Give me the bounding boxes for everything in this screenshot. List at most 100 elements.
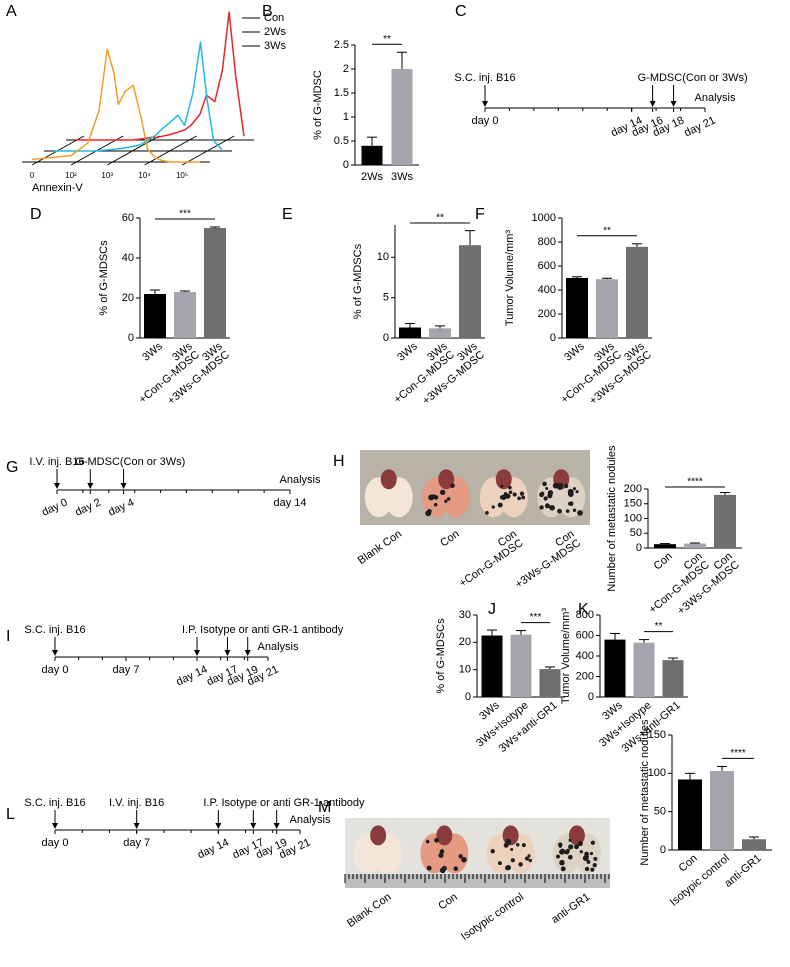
y-tick-label: 1.5 <box>334 87 349 99</box>
y-tick-label: 150 <box>648 729 666 741</box>
nodule <box>589 851 594 856</box>
nodule <box>512 492 517 497</box>
nodule <box>567 854 573 860</box>
nodule <box>439 849 445 854</box>
nodule <box>557 508 562 514</box>
nodule <box>425 510 432 517</box>
nodule <box>499 495 504 500</box>
x-tick-label: 10³ <box>101 171 113 180</box>
nodule <box>593 856 598 861</box>
nodule <box>568 501 572 506</box>
x-tick-label-group: 3Ws+Con-G-MDSC <box>559 340 624 406</box>
arrow-head <box>215 823 222 829</box>
panel-label: F <box>475 206 485 223</box>
nodule <box>521 495 526 500</box>
legend-label: Con <box>264 12 284 24</box>
event-label: I.P. Isotype or anti GR-1 antibody <box>182 624 344 636</box>
nodule <box>431 494 437 499</box>
arrow-head <box>52 823 58 829</box>
nodule <box>586 860 591 864</box>
arrow-head <box>649 101 656 107</box>
panel-label: D <box>30 206 42 223</box>
bar <box>566 278 588 338</box>
photo-label: anti-GR1 <box>549 891 592 926</box>
nodule <box>521 843 526 848</box>
nodule <box>426 865 432 871</box>
nodule <box>577 841 583 847</box>
end-label: Analysis <box>290 814 331 826</box>
nodule <box>558 483 563 488</box>
x-tick-label: 2Ws <box>361 171 384 183</box>
x-tick-label: 10⁴ <box>138 171 151 180</box>
nodule <box>450 483 455 488</box>
nodule <box>528 858 532 863</box>
bar <box>633 642 655 697</box>
arrow-head <box>133 823 140 829</box>
x-tick-label: 10⁵ <box>176 171 188 180</box>
nodule <box>572 508 577 512</box>
heart <box>495 469 512 490</box>
event-label: I.P. Isotype or anti GR-1 antibody <box>203 797 365 809</box>
y-tick-label: 400 <box>576 650 594 662</box>
significance-label: ** <box>603 225 611 236</box>
nodule <box>574 844 580 850</box>
photo-label-group: Con <box>438 528 461 549</box>
nodule <box>515 842 520 847</box>
heart <box>370 825 387 846</box>
nodule <box>539 505 544 510</box>
panel-label: B <box>262 3 273 20</box>
event-label: S.C. inj. B16 <box>454 72 515 84</box>
nodule <box>544 503 550 509</box>
y-tick-label: 10 <box>377 251 389 263</box>
bar <box>361 145 383 165</box>
photo-label-group: Blank Con <box>345 891 393 930</box>
y-axis-label: % of G-MDSC <box>312 70 324 140</box>
bar <box>174 292 196 338</box>
heart <box>568 825 585 846</box>
y-tick-label: 400 <box>538 284 556 296</box>
heart <box>438 469 455 490</box>
y-tick-label: 50 <box>654 806 666 818</box>
nodule <box>590 867 595 872</box>
nodule <box>508 485 512 490</box>
y-axis-label: % of G-MDSCs <box>352 243 364 319</box>
y-tick-label: 60 <box>122 212 134 224</box>
y-tick-label: 200 <box>538 308 556 320</box>
nodule <box>542 481 547 487</box>
y-tick-label: 0 <box>550 332 556 344</box>
timeline-tick-label: day 21 <box>682 114 717 139</box>
nodule <box>559 859 565 866</box>
bar <box>399 327 421 338</box>
bar <box>678 779 702 850</box>
y-tick-label: 0 <box>660 844 666 856</box>
arrow-head <box>273 823 280 829</box>
y-axis-label: % of G-MDSCs <box>98 240 110 316</box>
nodule <box>564 483 569 489</box>
nodule <box>446 497 451 501</box>
x-tick-label-group: Con+Con-G-MDSC <box>647 550 712 616</box>
nodule <box>453 866 459 871</box>
panel-label: I <box>6 628 10 645</box>
y-tick-label: 2.5 <box>334 39 349 51</box>
y-tick-label: 200 <box>624 483 642 495</box>
arrow-head <box>120 483 127 489</box>
y-tick-label: 20 <box>122 292 134 304</box>
timeline-tick-label: day 0 <box>472 115 499 127</box>
nodule <box>434 837 439 843</box>
y-tick-label: 0 <box>343 159 349 171</box>
photo-label: Con <box>436 891 459 912</box>
photo-label: Blank Con <box>356 528 404 567</box>
nodule <box>461 856 467 863</box>
timeline-tick-label: day 14 <box>174 663 209 688</box>
bar <box>429 328 451 338</box>
x-axis-label: Annexin-V <box>32 182 83 194</box>
nodule <box>565 848 570 853</box>
timeline-tick-label: day 0 <box>40 496 69 518</box>
nodule <box>539 492 544 498</box>
bar <box>742 839 766 850</box>
bar <box>710 771 734 850</box>
x-tick-label: 3Ws <box>140 340 165 364</box>
photo-label-group: Isotypic control <box>459 891 526 943</box>
nodule <box>497 502 503 508</box>
